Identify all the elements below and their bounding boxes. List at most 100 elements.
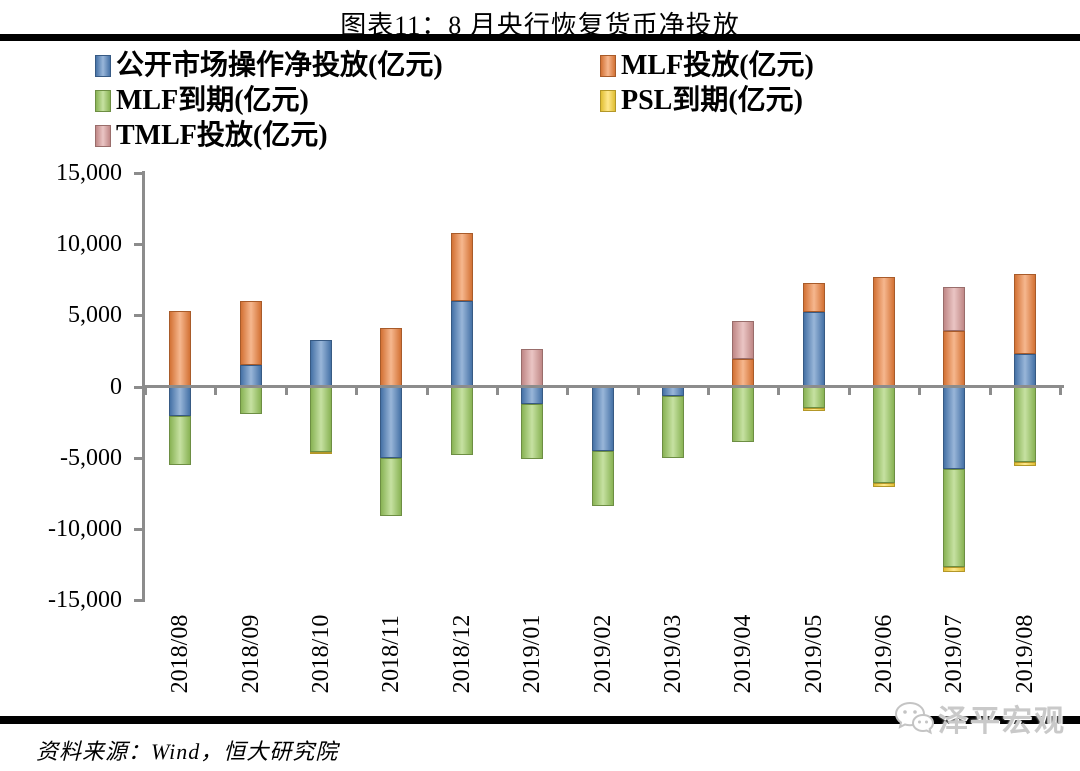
legend-item: PSL到期(亿元)	[600, 87, 803, 115]
bar-segment	[943, 330, 966, 387]
bar-segment	[521, 403, 544, 460]
bar-segment	[1013, 461, 1036, 467]
bar-segment	[450, 301, 473, 387]
y-axis-tick	[134, 172, 142, 175]
bar-segment	[873, 483, 896, 487]
x-axis-tick	[355, 385, 359, 395]
bar-segment	[169, 386, 192, 417]
bar-segment	[1013, 274, 1036, 354]
bar-segment	[239, 301, 262, 366]
x-axis-tick-label: 2019/03	[659, 614, 686, 694]
legend-item: TMLF投放(亿元)	[95, 122, 328, 150]
legend-label: MLF投放(亿元)	[621, 50, 814, 81]
legend-swatch	[600, 90, 616, 112]
y-axis-tick-label: -15,000	[48, 587, 122, 613]
watermark: 泽平宏观	[894, 696, 1066, 740]
legend-label: MLF到期(亿元)	[116, 85, 309, 116]
bar-segment	[802, 282, 825, 313]
x-axis-tick-label: 2019/04	[730, 614, 757, 694]
x-axis-tick	[495, 385, 499, 395]
bar-segment	[732, 359, 755, 387]
x-axis-tick	[566, 385, 570, 395]
legend-label: 公开市场操作净投放(亿元)	[116, 50, 443, 81]
legend-label: PSL到期(亿元)	[621, 85, 804, 116]
y-axis-tick	[134, 314, 142, 318]
bar-segment	[732, 321, 755, 360]
bar-segment	[239, 386, 262, 414]
x-axis-tick	[847, 385, 851, 395]
x-axis-tick	[144, 385, 147, 395]
x-axis-tick-label: 2018/10	[307, 614, 334, 694]
top-rule	[0, 34, 1080, 41]
y-axis-tick-label: -5,000	[60, 444, 122, 471]
y-axis-tick-label: 10,000	[56, 231, 122, 258]
legend-swatch	[95, 90, 111, 112]
bar-segment	[309, 451, 332, 454]
bar-segment	[802, 386, 825, 408]
bar-segment	[450, 386, 473, 455]
bar-segment	[169, 416, 192, 465]
x-axis-tick-label: 2019/06	[871, 614, 898, 694]
x-axis-tick-label: 2019/07	[941, 614, 968, 694]
bar-segment	[521, 386, 544, 404]
bar-segment	[943, 469, 966, 568]
bar-segment	[309, 386, 332, 452]
bar-segment	[521, 349, 544, 387]
y-axis-tick	[134, 243, 142, 247]
x-axis-tick-label: 2018/09	[237, 614, 264, 694]
bar-segment	[450, 232, 473, 302]
legend-swatch	[95, 55, 111, 77]
x-axis-tick-label: 2019/05	[800, 614, 827, 694]
x-axis-tick-label: 2018/12	[448, 614, 475, 694]
bar-segment	[1013, 353, 1036, 387]
x-axis-tick	[284, 385, 288, 395]
y-axis-tick	[134, 599, 142, 602]
bar-segment	[380, 457, 403, 516]
bar-segment	[873, 276, 896, 387]
legend-swatch	[600, 55, 616, 77]
x-axis-tick	[425, 385, 429, 395]
y-axis-tick	[134, 527, 142, 531]
legend-swatch	[95, 125, 111, 147]
bar-segment	[732, 386, 755, 442]
x-axis-zero-line	[142, 385, 1064, 388]
x-axis-tick-label: 2019/08	[1011, 614, 1038, 694]
bar-segment	[169, 311, 192, 387]
y-axis-tick-label: 15,000	[56, 160, 122, 186]
bar-segment	[591, 386, 614, 451]
y-axis-tick	[134, 456, 142, 460]
bar-segment	[309, 339, 332, 387]
bar-segment	[591, 450, 614, 507]
bar-segment	[380, 386, 403, 458]
bar-segment	[661, 396, 684, 458]
x-axis-tick	[636, 385, 640, 395]
x-axis-tick	[988, 385, 992, 395]
y-axis-tick-label: 5,000	[68, 302, 122, 329]
x-axis-tick	[214, 385, 218, 395]
x-axis-tick	[918, 385, 922, 395]
x-axis-tick	[777, 385, 781, 395]
x-axis-tick-label: 2019/02	[589, 614, 616, 694]
bar-segment	[239, 365, 262, 387]
bar-segment	[380, 328, 403, 387]
source-note: 资料来源：Wind，恒大研究院	[36, 739, 339, 764]
y-axis-tick-label: -10,000	[48, 515, 122, 542]
x-axis-tick-label: 2019/01	[519, 614, 546, 694]
bar-segment	[943, 386, 966, 470]
wechat-bubbles-icon	[894, 701, 934, 735]
bar-segment	[802, 407, 825, 412]
bar-segment	[873, 386, 896, 484]
bar-segment	[802, 312, 825, 387]
y-axis-tick	[134, 385, 142, 389]
x-axis-tick-label: 2018/11	[378, 615, 405, 693]
x-axis-tick	[1059, 385, 1062, 395]
bottom-rule	[0, 716, 1080, 724]
y-axis-tick-label: 0	[110, 373, 122, 400]
legend-item: MLF到期(亿元)	[95, 87, 309, 115]
bar-segment	[943, 286, 966, 331]
x-axis-tick	[707, 385, 711, 395]
legend-item: 公开市场操作净投放(亿元)	[95, 52, 443, 80]
bar-segment	[1013, 386, 1036, 462]
